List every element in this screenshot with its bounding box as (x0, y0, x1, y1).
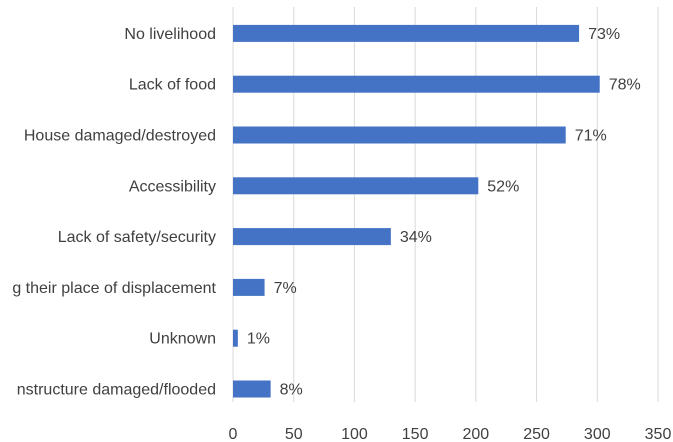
x-axis-ticks: 0 50 100 150 200 250 300 350 (229, 426, 672, 442)
category-label: No livelihood (124, 26, 216, 43)
category-labels: No livelihood Lack of food House damaged/d… (12, 26, 216, 399)
category-label: Accessibility (129, 178, 216, 195)
bars (233, 24, 600, 398)
category-label: House damaged/destroyed (24, 128, 216, 145)
bar (233, 329, 238, 347)
data-label: 8% (280, 382, 303, 399)
data-label: 7% (274, 280, 297, 297)
data-label: 78% (609, 77, 641, 94)
bar (233, 380, 271, 398)
bar (233, 177, 479, 195)
x-tick-label: 350 (645, 426, 672, 442)
data-label: 1% (247, 331, 270, 348)
data-label: 71% (575, 128, 607, 145)
bar (233, 126, 566, 144)
x-tick-label: 150 (402, 426, 429, 442)
bar (233, 278, 265, 296)
bar (233, 75, 600, 93)
x-tick-label: 50 (285, 426, 303, 442)
category-label: nstructure damaged/flooded (17, 382, 216, 399)
bar (233, 228, 391, 246)
x-tick-label: 100 (341, 426, 368, 442)
bar (233, 24, 580, 42)
data-labels: 73% 78% 71% 52% 34% 7% 1% 8% (247, 26, 641, 399)
data-label: 52% (487, 178, 519, 195)
gridlines (232, 7, 659, 402)
category-label: Lack of safety/security (58, 229, 216, 246)
category-label: Unknown (149, 331, 216, 348)
x-tick-label: 250 (523, 426, 550, 442)
x-tick-label: 0 (229, 426, 238, 442)
category-label: Lack of food (129, 77, 216, 94)
data-label: 34% (400, 229, 432, 246)
data-label: 73% (588, 26, 620, 43)
x-tick-label: 300 (584, 426, 611, 442)
category-label: g their place of displacement (12, 280, 216, 297)
x-tick-label: 200 (463, 426, 490, 442)
